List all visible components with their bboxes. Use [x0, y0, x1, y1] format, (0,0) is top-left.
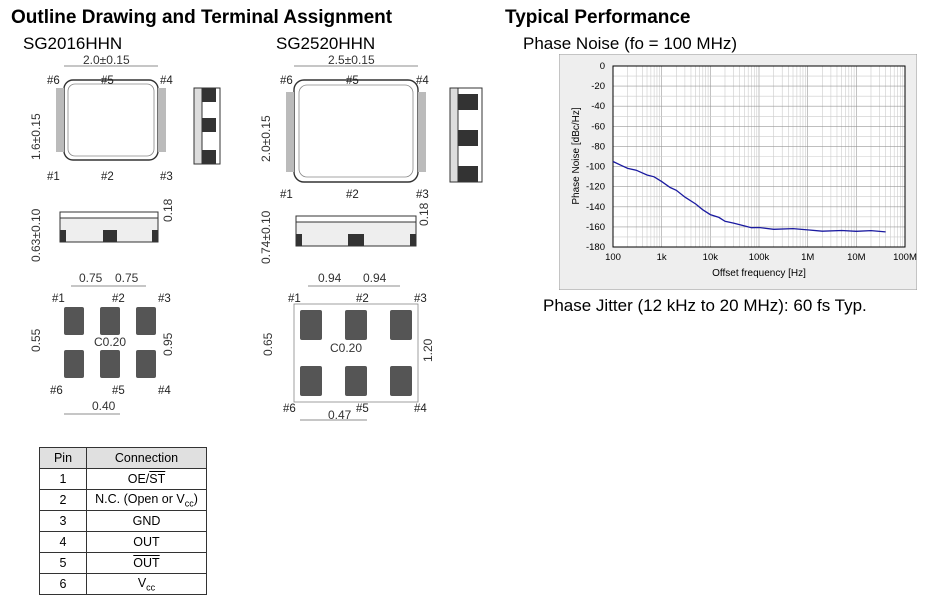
y-tick-label: -140 [586, 202, 605, 213]
y-tick-label: -80 [591, 141, 605, 152]
y-tick-label: -20 [591, 81, 605, 92]
table-row: 1 OE/ST [39, 468, 207, 490]
y-tick-label: -40 [591, 101, 605, 112]
p1-pad-height: 0.55 [29, 328, 43, 352]
p1fp-pin4: #4 [158, 385, 171, 397]
p1-pin5: #5 [101, 75, 114, 87]
p1fp-pin2: #2 [112, 293, 125, 305]
y-tick-label: -120 [586, 182, 605, 193]
p1-height-dim: 1.6±0.15 [29, 113, 43, 160]
p1-pin4: #4 [160, 75, 173, 87]
table-row: 5 OUT [39, 552, 207, 574]
p1-thickness-dim: 0.63±0.10 [29, 208, 43, 262]
p2fp-pin1: #1 [288, 293, 301, 305]
p1fp-pin6: #6 [50, 385, 63, 397]
connection-oe-st: OE/ST [86, 468, 207, 490]
x-tick-label: 100M [893, 252, 917, 263]
pin-table: Pin Connection 1 OE/ST 2 N.C. (Open or V… [39, 447, 207, 595]
p2fp-pin6: #6 [283, 403, 296, 415]
y-tick-label: -100 [586, 162, 605, 173]
connection-vcc: Vcc [86, 573, 207, 595]
p1-pin3: #3 [160, 171, 173, 183]
p2-width-dim: 2.5±0.15 [328, 53, 375, 67]
p2-lead-dim: 0.18 [417, 202, 431, 226]
p2-pin5: #5 [346, 75, 359, 87]
x-tick-label: 100k [749, 252, 770, 263]
p2-pad-width: 0.47 [328, 408, 352, 422]
x-tick-label: 100 [605, 252, 621, 263]
p2-pin3: #3 [416, 189, 429, 201]
p1-width-dim: 2.0±0.15 [83, 53, 130, 67]
p1-pad-span: 0.95 [161, 332, 175, 356]
connection-out-bar: OUT [86, 552, 207, 574]
table-row: 4 OUT [39, 531, 207, 553]
package-2-drawing: 2.5±0.15 2.0±0.15 #6 #5 #4 #1 #2 #3 0.74… [259, 53, 483, 422]
phase-noise-series [612, 160, 886, 233]
p1-pin6: #6 [47, 75, 60, 87]
p2fp-pin3: #3 [414, 293, 427, 305]
p2-pin6: #6 [280, 75, 293, 87]
p1fp-pin5: #5 [112, 385, 125, 397]
p1-pin2: #2 [101, 171, 114, 183]
x-tick-label: 1k [657, 252, 667, 263]
connection-header: Connection [86, 447, 207, 469]
p1-lead-dim: 0.18 [161, 198, 175, 222]
phase-noise-chart: 100 1k 10k 100k 1M 10M 100M 0 -20 -40 -60 -80 -100 -1… [559, 54, 917, 290]
y-tick-label: -160 [586, 222, 605, 233]
p2-pin2: #2 [346, 189, 359, 201]
p2-pin1: #1 [280, 189, 293, 201]
p2-pitch2: 0.94 [363, 271, 387, 285]
x-tick-label: 10M [847, 252, 866, 263]
y-tick-label: -180 [586, 242, 605, 253]
table-row: 6 Vcc [39, 573, 207, 595]
table-row: 2 N.C. (Open or Vcc) [39, 489, 207, 511]
y-axis-label: Phase Noise [dBc/Hz] [571, 107, 582, 204]
x-tick-label: 1M [801, 252, 814, 263]
package-1-drawing: 2.0±0.15 1.6±0.15 #6 #5 #4 #1 #2 #3 0.63… [29, 53, 221, 415]
p1-pitch2: 0.75 [115, 271, 139, 285]
p2-thickness-dim: 0.74±0.10 [259, 210, 273, 264]
performance-heading: Typical Performance [505, 7, 691, 28]
p2-pad-height: 0.65 [261, 332, 275, 356]
connection-nc: N.C. (Open or Vcc) [86, 489, 207, 511]
p2-height-dim: 2.0±0.15 [259, 115, 273, 162]
p2fp-pin2: #2 [356, 293, 369, 305]
p1-chamfer: C0.20 [94, 335, 126, 349]
p1-pad-width: 0.40 [92, 399, 116, 413]
pin-header: Pin [39, 447, 87, 469]
p1-pitch1: 0.75 [79, 271, 103, 285]
p2-pin4: #4 [416, 75, 429, 87]
p2-pitch1: 0.94 [318, 271, 342, 285]
x-tick-label: 10k [703, 252, 719, 263]
p2fp-pin4: #4 [414, 403, 427, 415]
y-tick-label: -60 [591, 121, 605, 132]
p1fp-pin1: #1 [52, 293, 65, 305]
package-name-2: SG2520HHN [276, 34, 376, 53]
p2-chamfer: C0.20 [330, 341, 362, 355]
x-axis-label: Offset frequency [Hz] [712, 268, 806, 279]
y-tick-label: 0 [600, 61, 605, 72]
p2-pad-span: 1.20 [421, 338, 435, 362]
table-row: 3 GND [39, 510, 207, 532]
p1fp-pin3: #3 [158, 293, 171, 305]
p2fp-pin5: #5 [356, 403, 369, 415]
package-name-1: SG2016HHN [23, 34, 123, 53]
chart-title: Phase Noise (fo = 100 MHz) [523, 34, 738, 53]
p1-pin1: #1 [47, 171, 60, 183]
phase-jitter-text: Phase Jitter (12 kHz to 20 MHz): 60 fs T… [543, 296, 867, 315]
outline-heading: Outline Drawing and Terminal Assignment [11, 7, 393, 28]
